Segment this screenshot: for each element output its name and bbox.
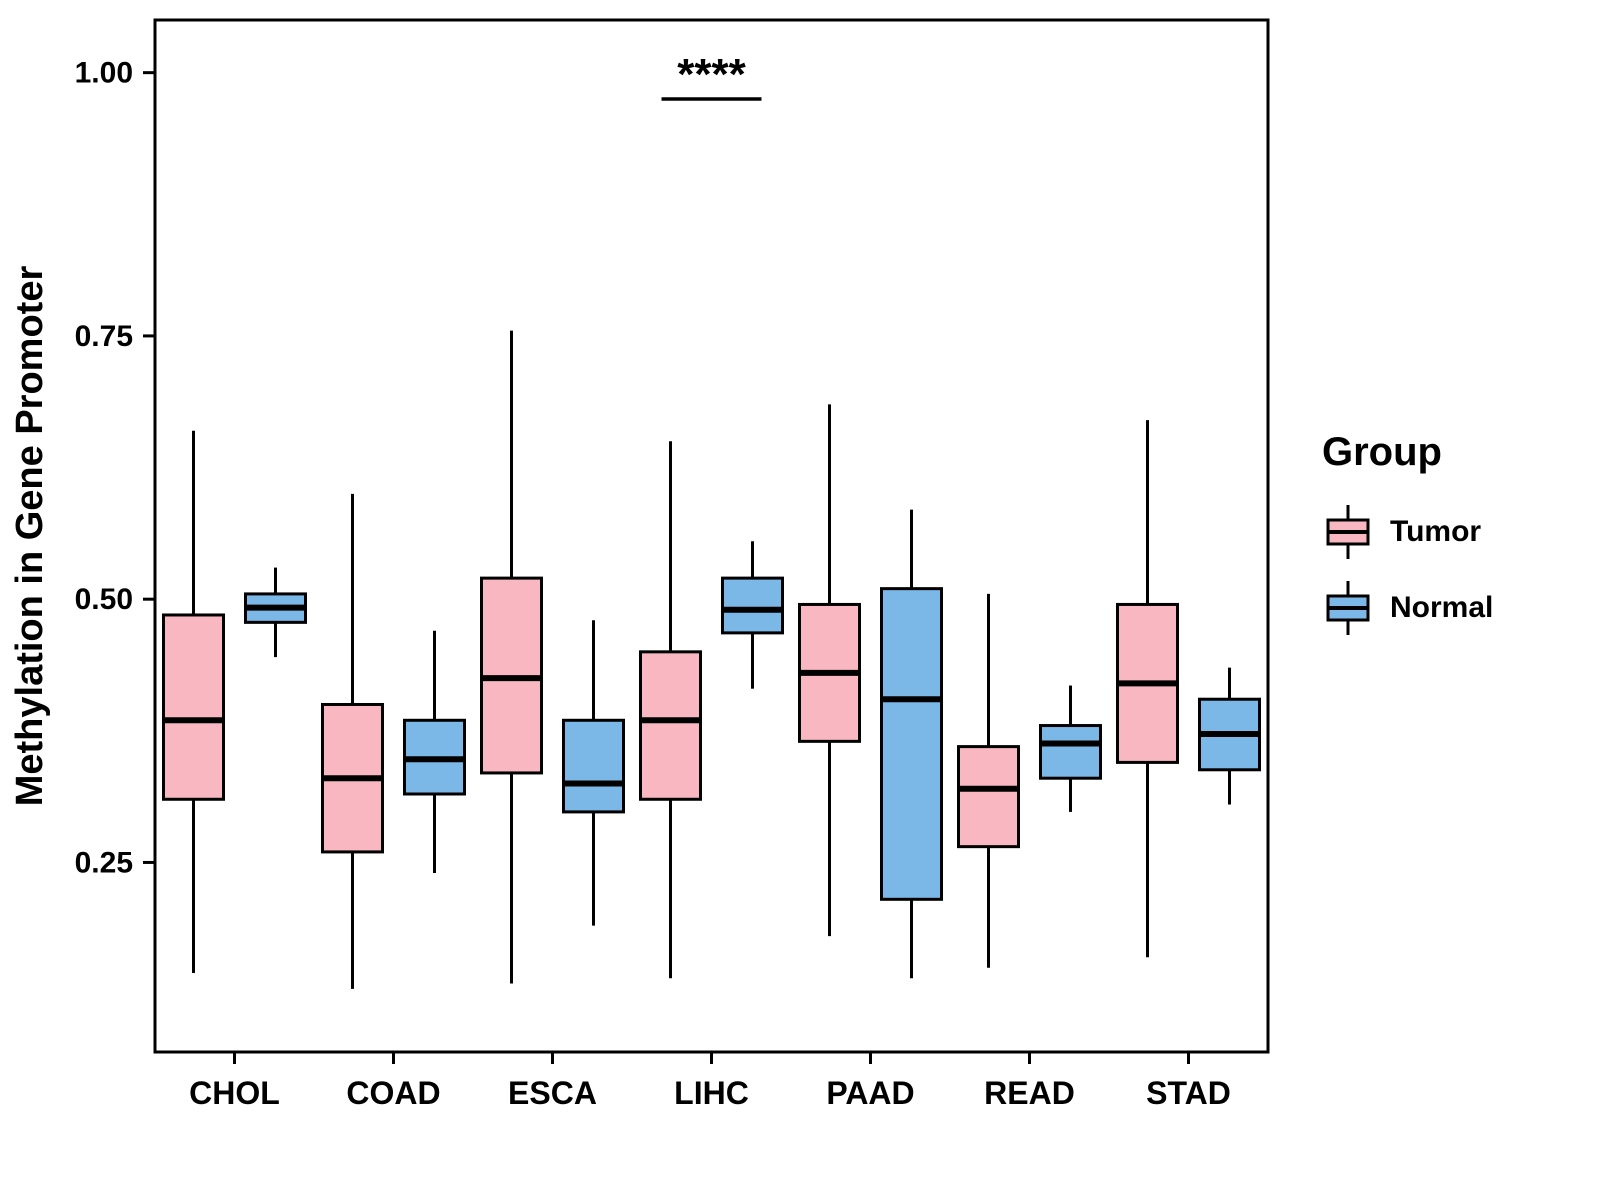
box-read-normal	[1039, 724, 1102, 780]
legend-item-tumor: Tumor	[1322, 501, 1493, 563]
legend-label-tumor: Tumor	[1390, 515, 1482, 548]
x-tick-label: READ	[984, 1075, 1075, 1111]
y-tick-label: 0.75	[75, 320, 133, 353]
box-chol-tumor	[162, 613, 225, 801]
significance-label: ****	[677, 50, 746, 99]
legend-title: Group	[1322, 430, 1442, 474]
x-tick-label: PAAD	[826, 1075, 914, 1111]
x-tick-label: COAD	[346, 1075, 440, 1111]
x-tick-label: CHOL	[189, 1075, 280, 1111]
box-read-tumor	[957, 745, 1020, 849]
y-tick-label: 0.50	[75, 583, 133, 616]
box-lihc-normal	[721, 576, 784, 635]
box-paad-normal	[880, 587, 943, 901]
y-axis-title: Methylation in Gene Promoter	[9, 266, 51, 807]
panel-border	[153, 18, 1270, 1054]
legend-label-normal: Normal	[1390, 591, 1494, 624]
x-tick-label: STAD	[1146, 1075, 1231, 1111]
legend-item-normal: Normal	[1322, 577, 1493, 639]
box-lihc-tumor	[639, 650, 702, 801]
box-esca-normal	[562, 718, 625, 814]
legend-key-normal-boxplot-icon	[1326, 581, 1370, 635]
x-tick-label: ESCA	[508, 1075, 597, 1111]
x-tick-label: LIHC	[674, 1075, 749, 1111]
legend: Group Tumor Normal	[1322, 430, 1493, 653]
legend-key-tumor-boxplot-icon	[1326, 505, 1370, 559]
y-tick-label: 0.25	[75, 846, 133, 879]
y-tick-label: 1.00	[75, 57, 133, 90]
